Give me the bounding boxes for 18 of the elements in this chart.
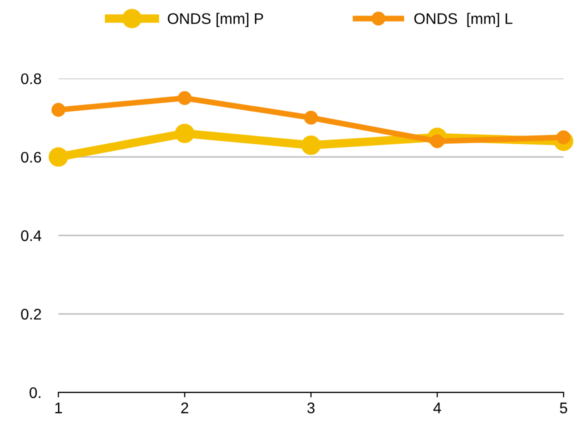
legend-label: ONDS [mm] L (414, 12, 512, 28)
x-tick-label: 2 (181, 402, 188, 414)
point (48, 147, 68, 167)
legend-label: ONDS [mm] P (168, 12, 264, 28)
x-tick-label: 4 (433, 402, 442, 414)
y-tick-label: 0.6 (21, 152, 42, 163)
point (301, 135, 321, 155)
point (178, 91, 192, 106)
y-tick-label: 0.4 (21, 230, 42, 242)
y-tick-label: 0.8 (21, 73, 42, 84)
y-tick-label: 0. (30, 387, 40, 398)
y-tick-label: 0.2 (21, 308, 41, 320)
x-tick-label: 3 (307, 402, 315, 414)
point (304, 110, 318, 125)
x-tick-label: 1 (55, 402, 62, 414)
x-tick-label: 5 (560, 402, 568, 414)
point (174, 124, 194, 144)
point (51, 102, 66, 117)
